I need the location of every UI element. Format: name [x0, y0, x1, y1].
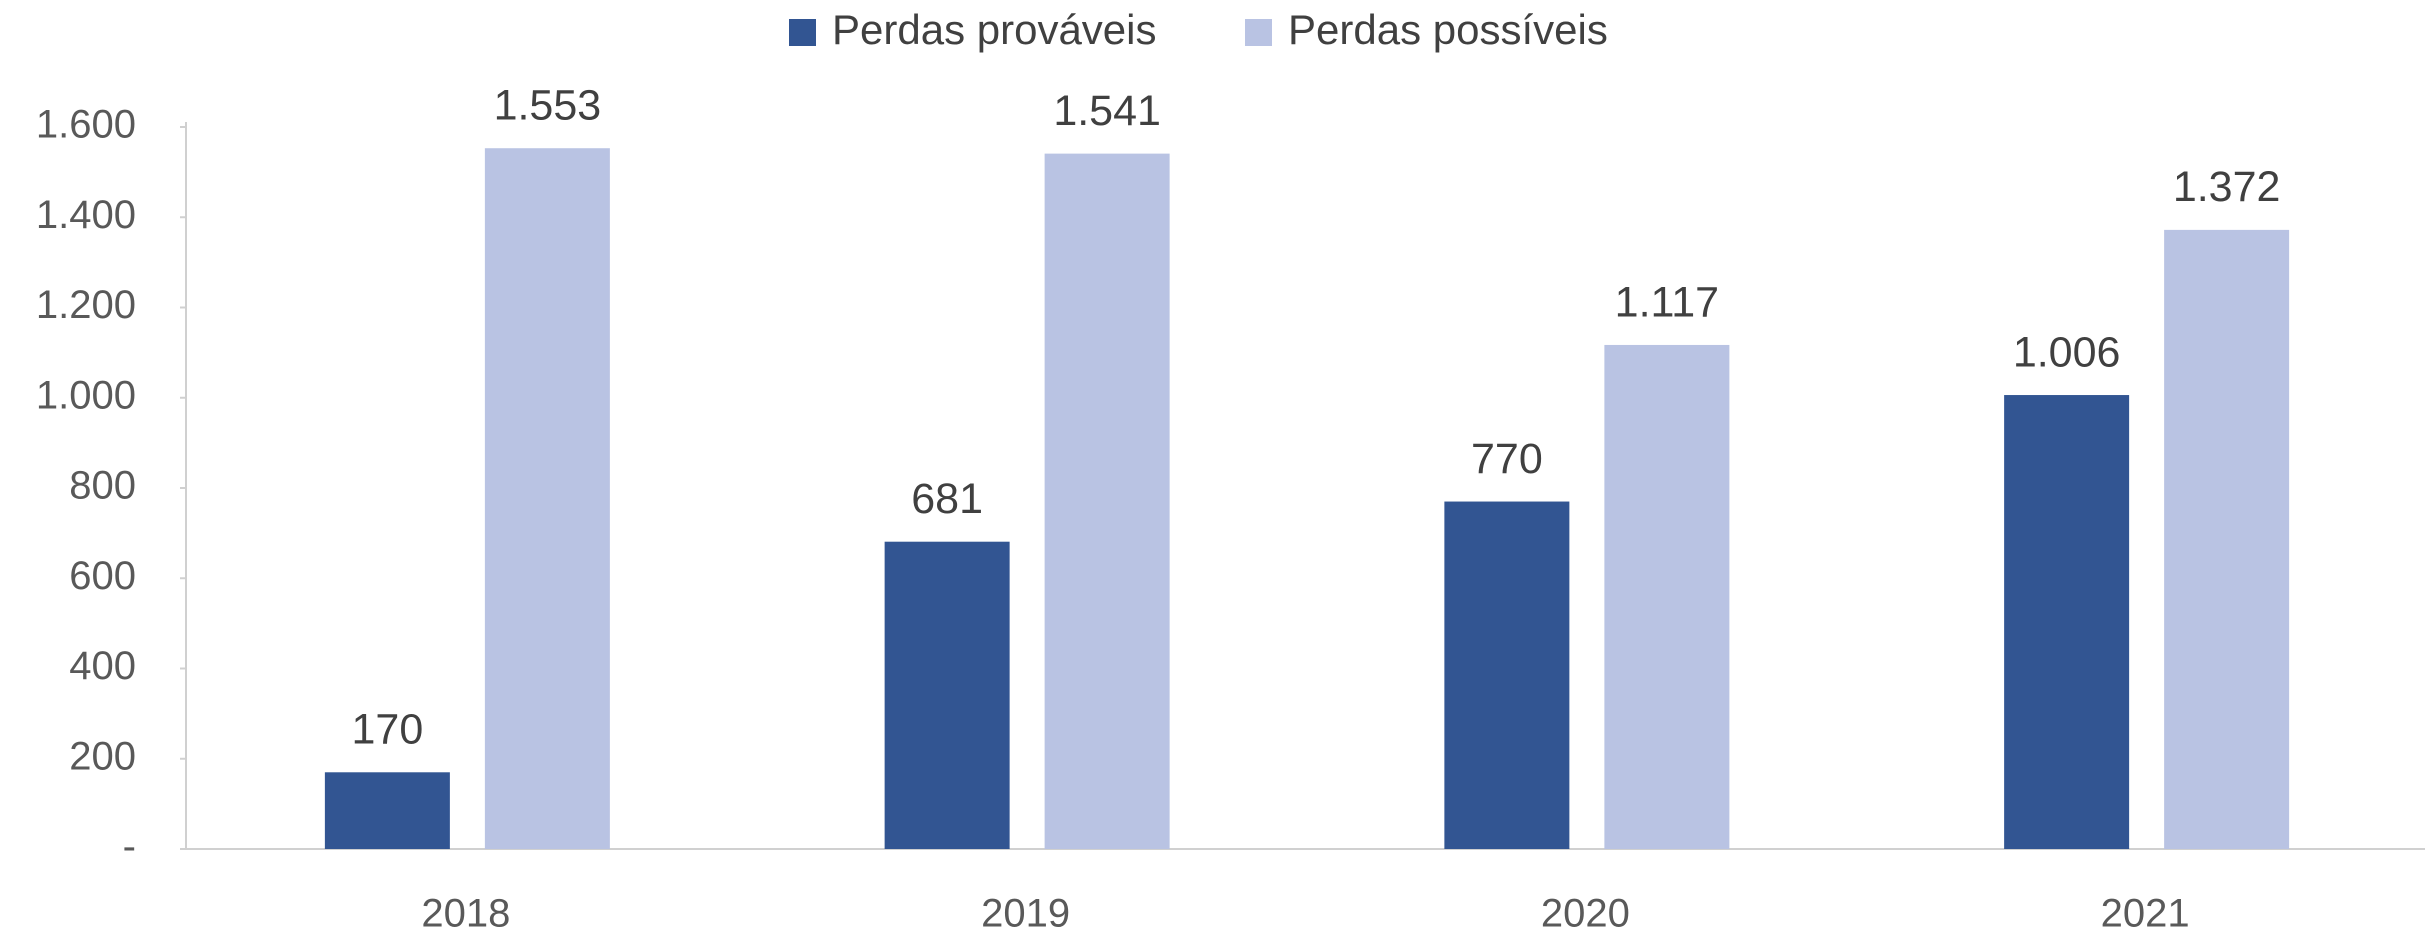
x-tick-label: 2019: [981, 892, 1070, 936]
bar: [324, 772, 450, 849]
legend-swatch: [789, 19, 816, 46]
bar: [1044, 153, 1170, 849]
y-tick-label: 1.400: [36, 193, 136, 237]
data-label: 1.006: [2013, 328, 2121, 376]
bar: [884, 541, 1010, 849]
y-tick-label: 200: [69, 734, 136, 778]
bar: [2004, 395, 2130, 849]
legend-label: Perdas possíveis: [1288, 6, 1608, 53]
y-tick-label: 1.200: [36, 283, 136, 327]
y-tick-label: 1.000: [36, 373, 136, 417]
data-label: 1.372: [2173, 163, 2281, 211]
data-label: 1.553: [494, 82, 602, 130]
x-tick-label: 2018: [421, 892, 510, 936]
legend-swatch: [1245, 19, 1272, 46]
data-label: 170: [352, 706, 424, 754]
y-tick-label: -: [123, 825, 136, 869]
y-tick-label: 1.600: [36, 103, 136, 147]
y-tick-label: 800: [69, 464, 136, 508]
y-tick-label: 600: [69, 554, 136, 598]
data-label: 1.117: [1615, 278, 1719, 326]
data-label: 1.541: [1053, 87, 1161, 135]
bar: [1444, 501, 1570, 849]
data-label: 770: [1471, 435, 1543, 483]
bar: [1604, 344, 1730, 849]
y-tick-label: 400: [69, 644, 136, 688]
bar: [484, 148, 610, 850]
x-tick-label: 2020: [1541, 892, 1630, 936]
x-tick-label: 2021: [2101, 892, 2190, 936]
data-label: 681: [911, 475, 983, 523]
legend-label: Perdas prováveis: [832, 6, 1157, 53]
bar: [2164, 229, 2290, 849]
